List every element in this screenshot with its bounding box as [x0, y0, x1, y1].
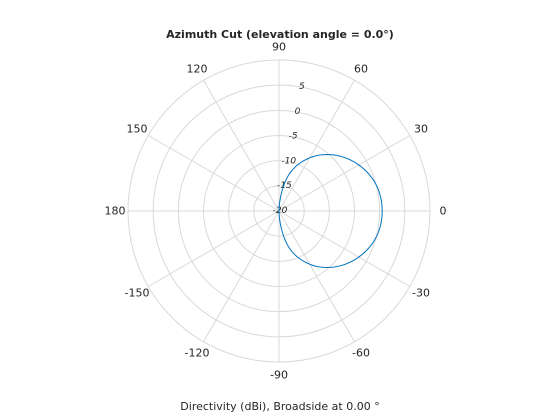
angle-tick-label: 90	[272, 41, 286, 54]
radial-tick-label: -15	[277, 181, 292, 191]
grid-spoke	[147, 135, 280, 212]
radial-tick-label: 5	[299, 82, 305, 92]
grid-spoke	[278, 79, 355, 212]
angle-tick-label: -150	[124, 287, 149, 300]
angle-tick-label: 120	[187, 62, 208, 75]
angle-tick-label: 60	[354, 62, 368, 75]
radial-tick-label: 0	[295, 107, 301, 117]
radial-tick-label: -20	[273, 206, 288, 216]
series-line	[278, 154, 383, 268]
radial-tick-label: -10	[281, 156, 296, 166]
series-layer	[278, 154, 383, 268]
radial-tick-label: -5	[289, 132, 298, 142]
angle-tick-label: -30	[412, 287, 430, 300]
grid-spoke	[203, 210, 280, 343]
angle-tick-label: -60	[352, 347, 370, 360]
chart-title: Azimuth Cut (elevation angle = 0.0°)	[166, 28, 394, 41]
grid-spoke	[278, 210, 355, 343]
angle-tick-label: 30	[414, 123, 428, 136]
angle-tick-label: -90	[270, 369, 288, 382]
angle-tick-label: 150	[126, 123, 147, 136]
angle-tick-label: 0	[440, 205, 447, 218]
grid-spoke	[203, 79, 280, 212]
angle-tick-label: -120	[185, 347, 210, 360]
tick-labels: 90 60 30 0 -30 -60 -90 -120 -150 180 150 120 5 0 -5 -10…	[105, 41, 447, 382]
x-axis-label: Directivity (dBi), Broadside at 0.00 °	[180, 400, 379, 413]
angle-tick-label: 180	[105, 205, 126, 218]
grid-spoke	[278, 135, 411, 212]
grid-spoke	[147, 210, 280, 287]
grid-spoke	[278, 210, 411, 287]
polar-grid	[127, 59, 431, 363]
